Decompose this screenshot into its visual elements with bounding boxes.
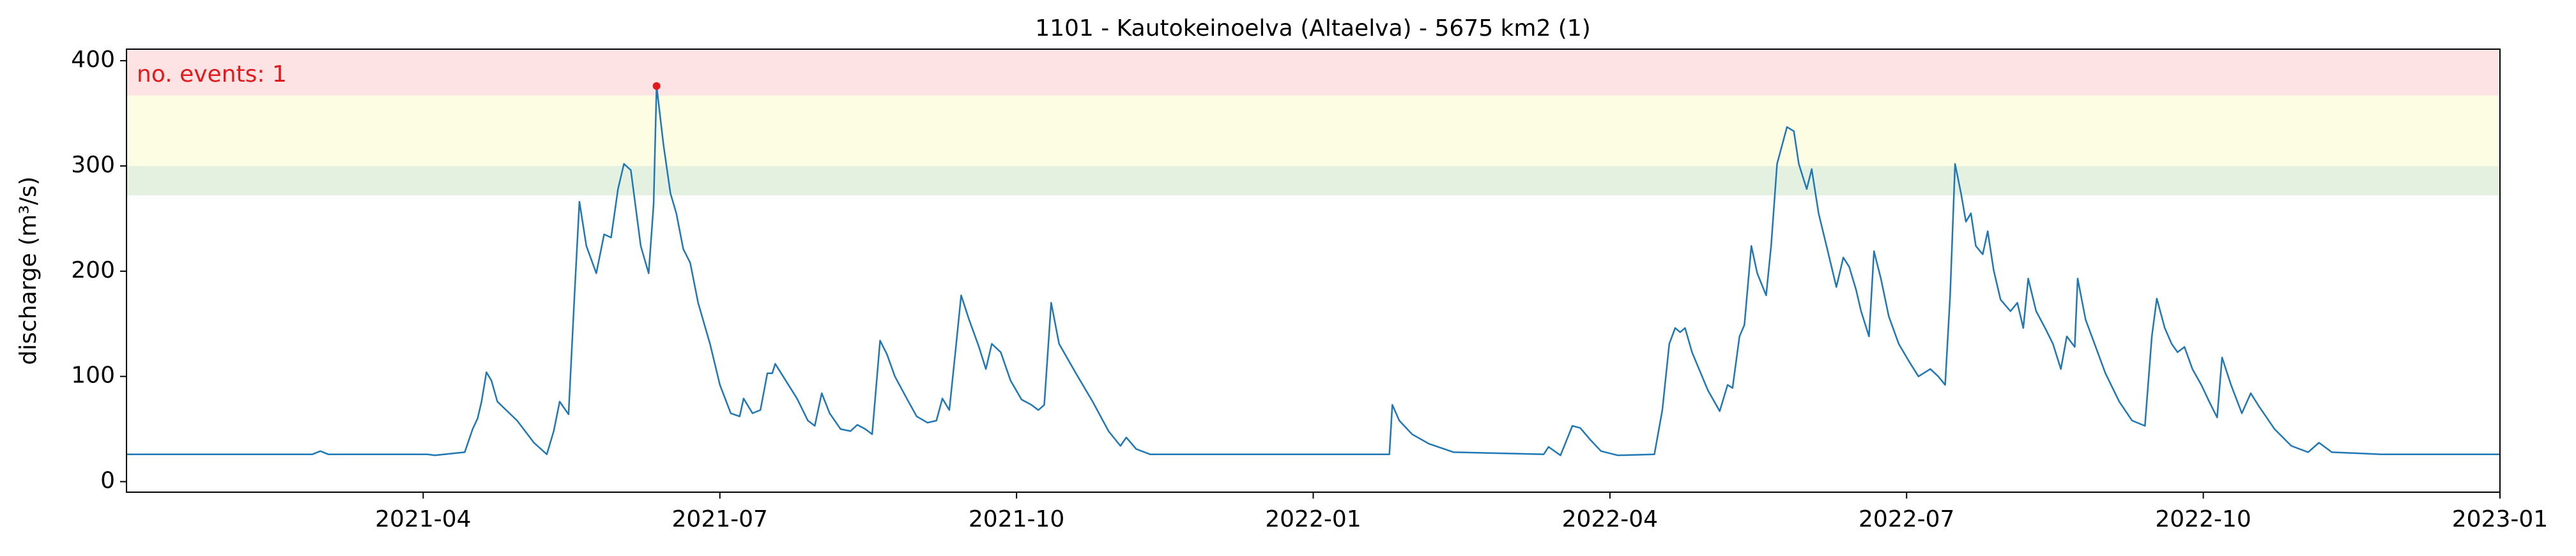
y-axis-label: discharge (m³/s) bbox=[15, 176, 42, 364]
threshold-band bbox=[126, 49, 2500, 96]
x-tick-label: 2022-01 bbox=[1265, 506, 1361, 532]
y-tick-label: 300 bbox=[71, 152, 115, 178]
threshold-band bbox=[126, 165, 2500, 196]
y-tick-label: 100 bbox=[71, 363, 115, 389]
x-tick-label: 2022-07 bbox=[1859, 506, 1954, 532]
x-tick-label: 2021-10 bbox=[969, 506, 1064, 532]
y-tick-label: 400 bbox=[71, 47, 115, 73]
plot-frame bbox=[126, 49, 2501, 493]
y-tick-label: 200 bbox=[71, 257, 115, 283]
event-marker bbox=[652, 82, 661, 90]
x-tick-label: 2022-04 bbox=[1562, 506, 1658, 532]
x-tick-label: 2021-04 bbox=[375, 506, 471, 532]
x-tick-label: 2023-01 bbox=[2452, 506, 2548, 532]
event-count: no. events: 1 bbox=[137, 61, 287, 87]
x-tick-label: 2021-07 bbox=[672, 506, 768, 532]
x-tick-label: 2022-10 bbox=[2155, 506, 2251, 532]
chart-title: 1101 - Kautokeinoelva (Altaelva) - 5675 … bbox=[1035, 15, 1591, 41]
threshold-band bbox=[126, 95, 2500, 166]
discharge-line bbox=[126, 85, 2500, 456]
y-tick-label: 0 bbox=[100, 468, 115, 494]
